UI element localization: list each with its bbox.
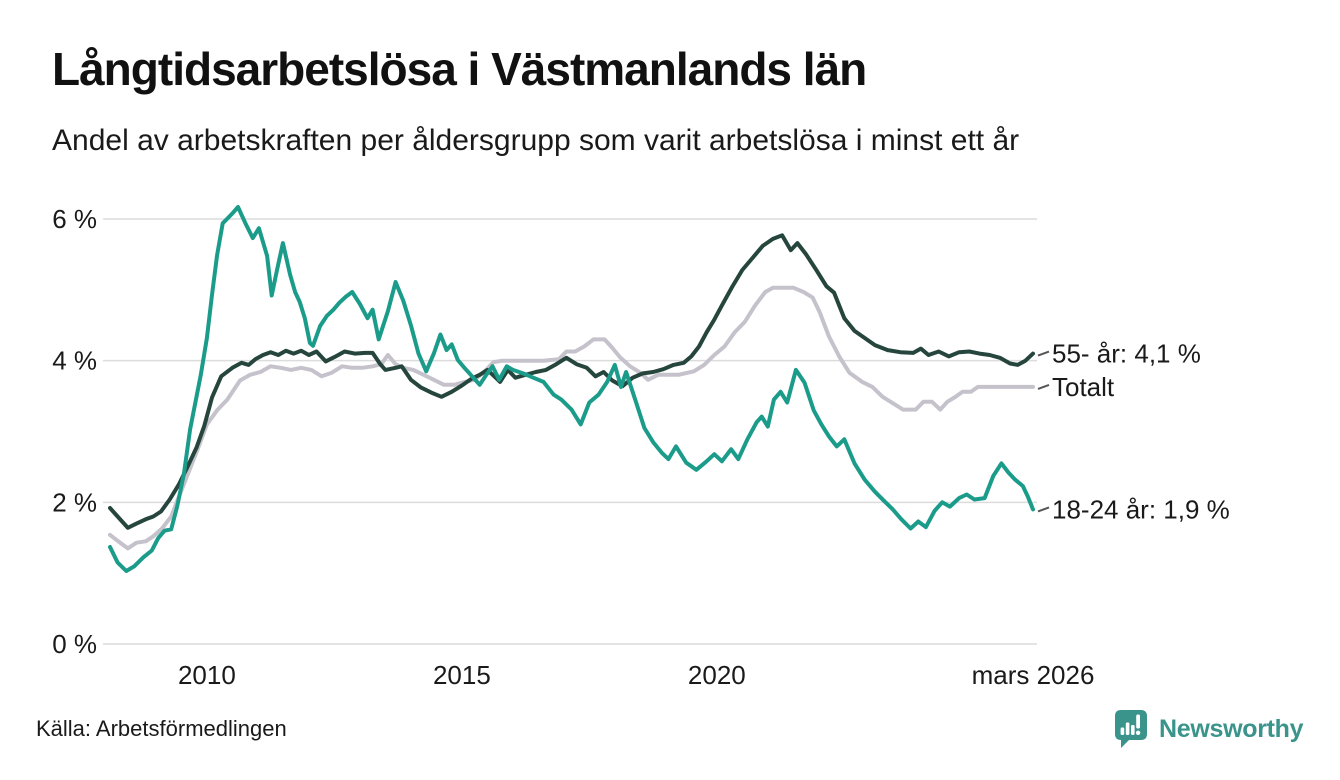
series-end-label-55-r: 55- år: 4,1 % — [1052, 339, 1201, 369]
source-note: Källa: Arbetsförmedlingen — [36, 716, 287, 741]
end-label-connector — [1037, 506, 1050, 513]
y-tick-label: 6 % — [52, 204, 97, 234]
end-label-connector — [1037, 350, 1050, 357]
y-tick-label: 4 % — [52, 346, 97, 376]
x-tick-label: 2010 — [178, 660, 236, 690]
series-end-label-18-24-r: 18-24 år: 1,9 % — [1052, 494, 1230, 524]
y-tick-label: 0 % — [52, 629, 97, 659]
series-line-55-r — [108, 233, 1035, 530]
page-subtitle: Andel av arbetskraften per åldersgrupp s… — [52, 124, 1020, 157]
newsworthy-chart-bubble-icon — [1112, 708, 1150, 750]
x-tick-label: mars 2026 — [972, 660, 1095, 690]
x-tick-label: 2015 — [433, 660, 491, 690]
series-line-18-24-r — [108, 205, 1035, 573]
brand-logo: Newsworthy — [1112, 708, 1304, 750]
end-label-connector — [1037, 383, 1050, 390]
series-line-totalt — [108, 285, 1035, 551]
x-tick-label: 2020 — [688, 660, 746, 690]
brand-name: Newsworthy — [1159, 714, 1304, 743]
y-tick-label: 2 % — [52, 487, 97, 517]
series-end-label-totalt: Totalt — [1052, 372, 1115, 402]
page-title: Långtidsarbetslösa i Västmanlands län — [52, 43, 867, 95]
